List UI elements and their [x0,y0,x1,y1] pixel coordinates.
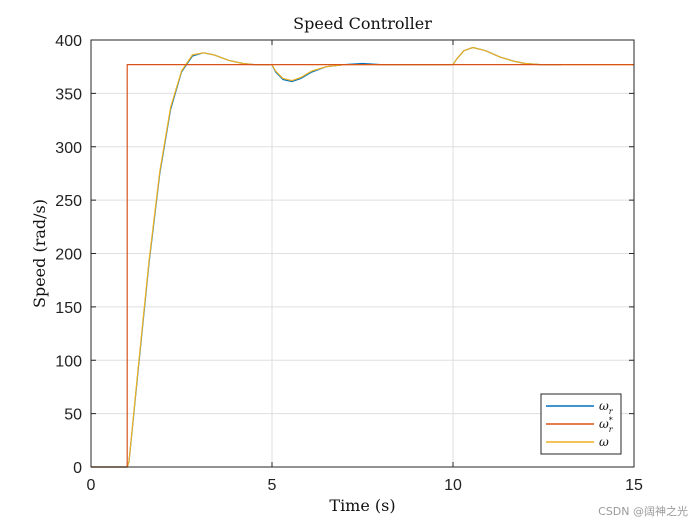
x-tick-label: 10 [444,477,462,494]
y-axis-label: Speed (rad/s) [30,199,49,308]
legend-label: ω* r [599,416,614,434]
watermark: CSDN @阔神之光 [598,505,688,518]
y-tick-label: 350 [55,86,82,103]
x-tick-label: 5 [268,477,277,494]
y-tick-label: 400 [55,33,82,50]
x-axis-label: Time (s) [329,496,395,515]
grid [90,39,635,468]
y-tick-label: 100 [55,353,82,370]
y-tick-label: 300 [55,140,82,157]
legend: ωrω* rω [540,393,622,455]
y-tick-label: 200 [55,247,82,264]
chart-title: Speed Controller [293,14,432,33]
y-tick-label: 0 [73,460,82,477]
x-tick-label: 0 [87,477,96,494]
legend-label: ωr [599,399,614,416]
series-line-3 [91,46,634,468]
x-tick-label: 15 [625,477,643,494]
y-tick-label: 50 [64,407,82,424]
y-tick-label: 150 [55,300,82,317]
y-tick-label: 250 [55,193,82,210]
legend-label: ω [599,435,609,449]
